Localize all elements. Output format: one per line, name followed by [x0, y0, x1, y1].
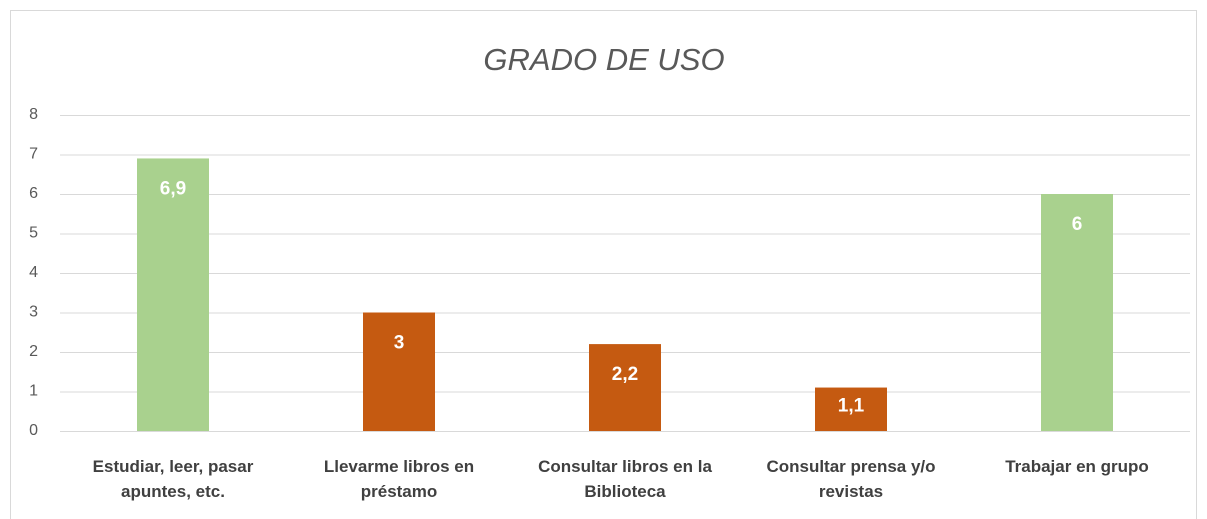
x-tick-label: Llevarme libros en préstamo	[323, 457, 475, 501]
chart-title: GRADO DE USO	[483, 42, 724, 77]
x-tick-label: Trabajar en grupo	[1005, 457, 1149, 476]
data-label: 1,1	[838, 395, 865, 416]
y-tick-label: 5	[29, 225, 38, 242]
y-tick-label: 8	[29, 106, 38, 123]
bar	[363, 312, 435, 431]
bar	[137, 158, 209, 431]
bar	[589, 344, 661, 431]
bar	[1041, 194, 1113, 431]
data-label: 3	[394, 333, 405, 354]
x-tick-label: Consultar prensa y/o revistas	[766, 457, 936, 501]
chart-border	[10, 10, 1197, 519]
y-tick-label: 3	[29, 304, 38, 321]
y-tick-label: 4	[29, 264, 38, 281]
bar	[815, 387, 887, 431]
x-tick-label: Consultar libros en la Biblioteca	[538, 457, 712, 501]
y-tick-label: 1	[29, 383, 38, 400]
y-tick-label: 0	[29, 422, 38, 439]
y-tick-label: 2	[29, 343, 38, 360]
y-tick-label: 7	[29, 146, 38, 163]
data-label: 6	[1072, 214, 1083, 235]
x-tick-label: Estudiar, leer, pasar apuntes, etc.	[92, 457, 254, 501]
y-tick-label: 6	[29, 185, 38, 202]
data-label: 6,9	[160, 178, 186, 199]
data-label: 2,2	[612, 364, 638, 385]
